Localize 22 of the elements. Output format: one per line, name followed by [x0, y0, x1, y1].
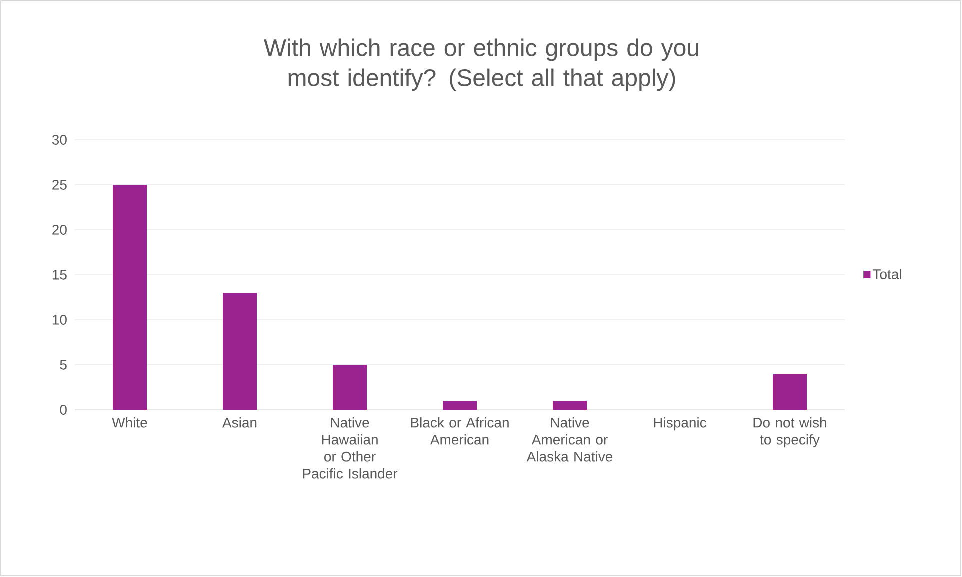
y-tick-label: 5 — [60, 360, 67, 370]
bar — [443, 400, 477, 410]
y-tick-label: 20 — [52, 225, 67, 235]
y-tick-label: 30 — [52, 135, 67, 145]
legend-label: Total — [873, 269, 902, 280]
x-tick-label: Black or African American — [411, 418, 509, 445]
x-tick-label: Native Hawaiian or Other Pacific Islander — [303, 418, 398, 479]
bar — [223, 292, 257, 410]
x-tick-label: Hispanic — [654, 418, 706, 431]
x-tick-label: Do not wish to specify — [754, 418, 826, 448]
y-tick-label: 0 — [60, 405, 67, 415]
y-tick-label: 25 — [52, 180, 67, 190]
x-tick-label: White — [112, 418, 148, 428]
bar — [553, 400, 587, 410]
bar — [772, 374, 807, 410]
bar — [333, 364, 367, 410]
y-tick-label: 15 — [52, 270, 67, 280]
bar — [113, 184, 148, 410]
chart-title: With which race or ethnic groups do you most identify? (Select all that apply) — [264, 38, 698, 92]
x-tick-label: Asian — [222, 418, 257, 428]
y-tick-label: 10 — [52, 315, 67, 325]
x-tick-label: Native American or Alaska Native — [526, 418, 613, 462]
